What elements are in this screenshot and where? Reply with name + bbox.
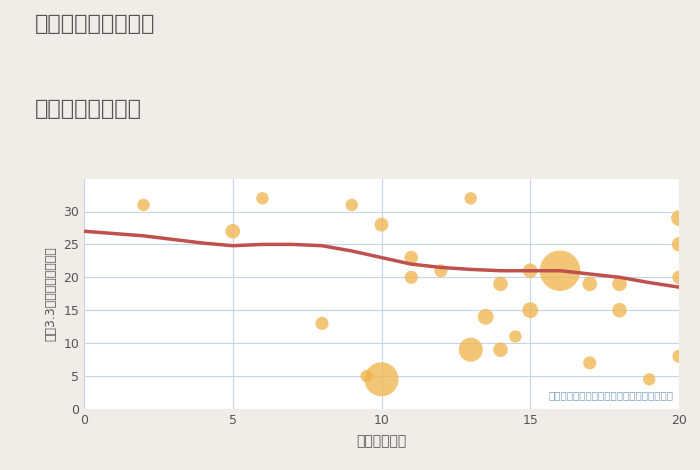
Point: [465, 346, 476, 353]
Text: 円の大きさは、取引のあった物件面積を示す: 円の大きさは、取引のあった物件面積を示す: [548, 390, 673, 400]
Point: [316, 320, 328, 327]
Text: 駅距離別土地価格: 駅距離別土地価格: [35, 99, 142, 119]
X-axis label: 駅距離（分）: 駅距離（分）: [356, 434, 407, 448]
Point: [376, 221, 387, 228]
Point: [227, 227, 238, 235]
Point: [525, 306, 536, 314]
Point: [673, 214, 685, 222]
Point: [495, 280, 506, 288]
Point: [495, 346, 506, 353]
Point: [361, 372, 372, 380]
Point: [673, 352, 685, 360]
Point: [435, 267, 447, 274]
Point: [584, 280, 595, 288]
Point: [614, 280, 625, 288]
Point: [673, 241, 685, 248]
Point: [465, 195, 476, 202]
Point: [406, 274, 417, 281]
Point: [480, 313, 491, 321]
Text: 埼玉県熊谷市西野の: 埼玉県熊谷市西野の: [35, 14, 155, 34]
Y-axis label: 坪（3.3㎡）単価（万円）: 坪（3.3㎡）単価（万円）: [45, 246, 57, 341]
Point: [614, 306, 625, 314]
Point: [376, 376, 387, 383]
Point: [406, 254, 417, 261]
Point: [554, 267, 566, 274]
Point: [644, 376, 655, 383]
Point: [673, 274, 685, 281]
Point: [346, 201, 357, 209]
Point: [584, 359, 595, 367]
Point: [510, 333, 521, 340]
Point: [525, 267, 536, 274]
Point: [138, 201, 149, 209]
Point: [257, 195, 268, 202]
